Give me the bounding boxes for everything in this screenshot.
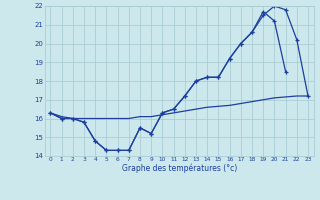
X-axis label: Graphe des températures (°c): Graphe des températures (°c) (122, 164, 237, 173)
